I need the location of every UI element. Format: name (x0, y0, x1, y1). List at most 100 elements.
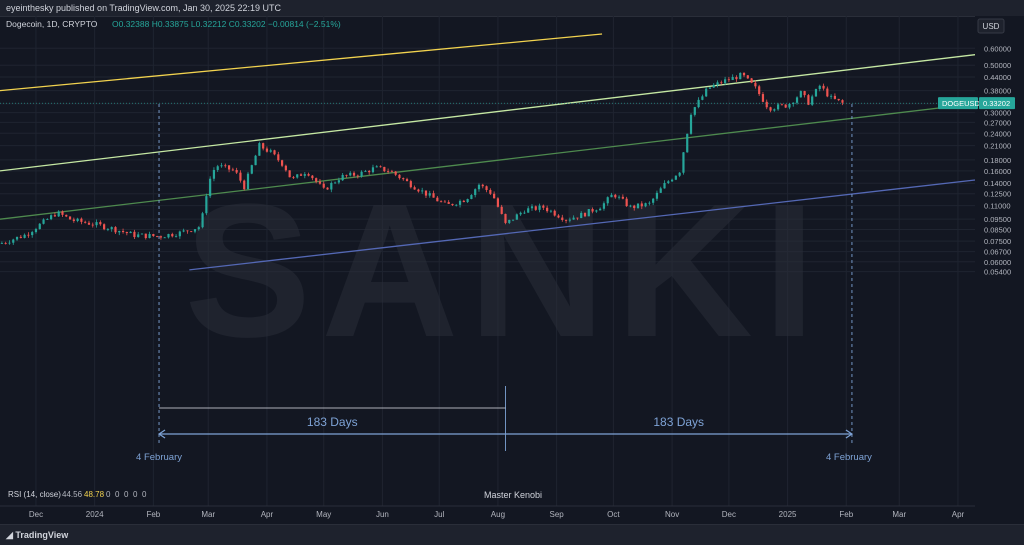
price-tag-symbol: DOGEUSD (942, 99, 981, 108)
candle-body (428, 193, 431, 196)
candle-body (27, 234, 30, 236)
currency-label: USD (983, 22, 1000, 31)
candle-body (712, 84, 715, 88)
candle-body (163, 237, 166, 239)
candle-body (76, 218, 79, 221)
price-tick-label: 0.16000 (984, 167, 1011, 176)
candle-body (527, 208, 530, 213)
candle-body (568, 219, 571, 221)
candle-body (701, 96, 704, 100)
candle-body (371, 167, 375, 173)
rsi-value: 0 (106, 490, 111, 499)
candle-body (739, 72, 742, 80)
candle-body (254, 155, 257, 166)
candle-body (303, 174, 306, 176)
candle-body (322, 183, 325, 188)
candle-body (235, 169, 238, 173)
time-tick-label: Feb (839, 510, 853, 519)
candle-body (91, 224, 94, 226)
candle-body (140, 233, 144, 235)
candle-body (697, 99, 700, 108)
candle-body (572, 217, 575, 220)
candle-body (617, 196, 621, 198)
candle-body (421, 190, 424, 192)
candle-body (788, 103, 791, 108)
candle-body (326, 187, 329, 190)
candle-body (636, 203, 640, 209)
candle-body (496, 198, 500, 207)
price-tick-label: 0.09500 (984, 215, 1011, 224)
candle-body (735, 77, 738, 80)
currency-button[interactable] (977, 18, 1005, 34)
candle-body (296, 174, 299, 178)
time-tick-label: Mar (201, 510, 215, 519)
candle-body (773, 109, 776, 111)
candle-body (15, 236, 19, 240)
rsi-value: 48.78 (84, 490, 105, 499)
candle-body (777, 104, 780, 110)
candle-body (318, 181, 322, 184)
candle-body (674, 175, 677, 180)
candle-body (201, 213, 204, 228)
candle-body (118, 230, 121, 233)
candle-body (315, 178, 318, 182)
time-axis[interactable]: Dec 2024 Feb Mar Apr May Jun Jul Aug Sep Oct Nov Dec… (29, 510, 965, 519)
candle-body (417, 189, 420, 192)
time-tick-label: Nov (665, 510, 679, 519)
candle-body (814, 89, 818, 97)
publisher-text: eyeinthesky published on TradingView.com… (6, 3, 282, 13)
date-label-1: 4 February (136, 452, 182, 463)
candle-body (205, 196, 208, 214)
candle-body (110, 227, 113, 230)
candle-body (273, 150, 276, 155)
candle-body (405, 179, 409, 182)
candle-body (515, 214, 518, 220)
candle-body (799, 91, 802, 98)
price-tag-value: 0.33202 (983, 99, 1010, 108)
time-tick-label: Dec (722, 510, 736, 519)
candle-body (652, 198, 655, 203)
price-tick-label: 0.12500 (984, 190, 1011, 199)
price-chart[interactable]: SANKI 183 Days 183 Days 4 February 4 Februa… (0, 16, 1024, 524)
author-label: Master Kenobi (484, 490, 542, 500)
candle-body (409, 181, 412, 188)
candle-body (333, 182, 337, 184)
candle-body (538, 205, 541, 210)
candle-body (284, 165, 287, 171)
rsi-legend: RSI (14, close) 44.56 48.78 0 0 0 0 0 (8, 490, 147, 499)
candle-body (474, 189, 477, 196)
candle-body (277, 154, 280, 161)
candle-body (330, 182, 333, 190)
candle-body (432, 193, 435, 198)
arrow-head-left (157, 429, 166, 439)
time-tick-label: Apr (261, 510, 274, 519)
candle-body (489, 190, 492, 194)
candle-body (485, 186, 488, 191)
candle-body (99, 222, 102, 225)
candle-body (576, 217, 579, 219)
candle-body (288, 170, 291, 178)
candle-body (583, 212, 587, 217)
candle-body (311, 175, 314, 179)
candle-body (689, 114, 693, 134)
candle-body (807, 95, 810, 105)
candle-body (610, 194, 613, 198)
candle-body (269, 150, 272, 152)
candle-body (144, 233, 147, 239)
candle-body (625, 198, 628, 207)
publisher-bar: eyeinthesky published on TradingView.com… (0, 0, 1024, 17)
candle-body (95, 222, 98, 226)
candle-body (546, 207, 549, 212)
candle-body (640, 203, 643, 207)
candle-body (716, 82, 719, 85)
candle-body (398, 174, 401, 179)
candle-body (8, 242, 11, 244)
trend-lines (0, 33, 976, 271)
candle-body (129, 231, 132, 234)
candle-body (769, 107, 772, 111)
candle-body (784, 104, 787, 108)
candle-body (663, 182, 666, 189)
candle-body (765, 101, 768, 108)
candle-body (833, 95, 837, 99)
time-tick-label: Aug (491, 510, 505, 519)
